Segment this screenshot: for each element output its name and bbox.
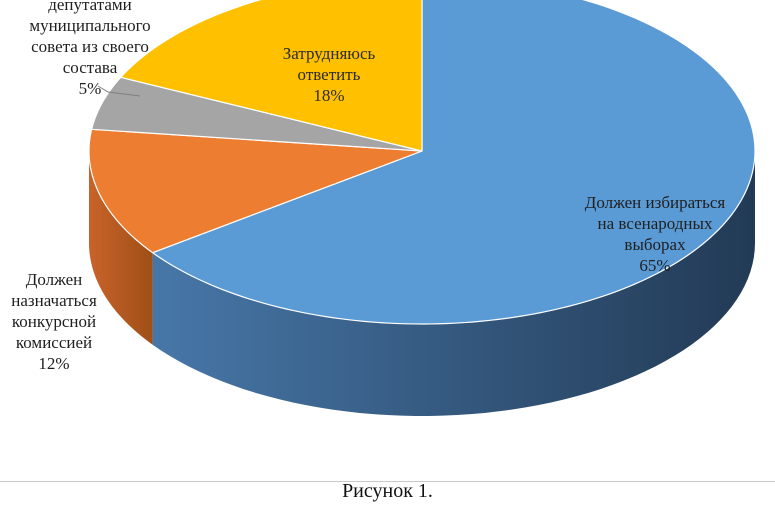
pie-slice-2 <box>91 76 423 152</box>
pie-chart: Должен избираться на всенародных выборах 65… <box>11 0 756 416</box>
pie-slice-3 <box>120 0 423 152</box>
data-label-0: Должен избираться на всенародных выборах 65… <box>585 193 726 275</box>
pie-side-0 <box>152 151 756 416</box>
data-label-1: Должен назначаться конкурсной комиссией 12% <box>11 270 97 373</box>
pie-slice-1 <box>88 128 423 254</box>
data-labels: Должен избираться на всенародных выборах 65… <box>11 0 725 373</box>
leader-line <box>97 85 141 97</box>
pie-side-walls <box>89 151 756 416</box>
caption-divider <box>0 481 775 482</box>
data-label-2: депутатами муниципального совета из своего… <box>29 0 150 98</box>
data-label-3: Затрудняюсь ответить 18% <box>283 44 376 105</box>
pie-side-1 <box>89 151 153 345</box>
pie-top <box>88 0 756 325</box>
pie-slice-0 <box>152 0 756 325</box>
figure-caption: Рисунок 1. <box>342 480 433 502</box>
